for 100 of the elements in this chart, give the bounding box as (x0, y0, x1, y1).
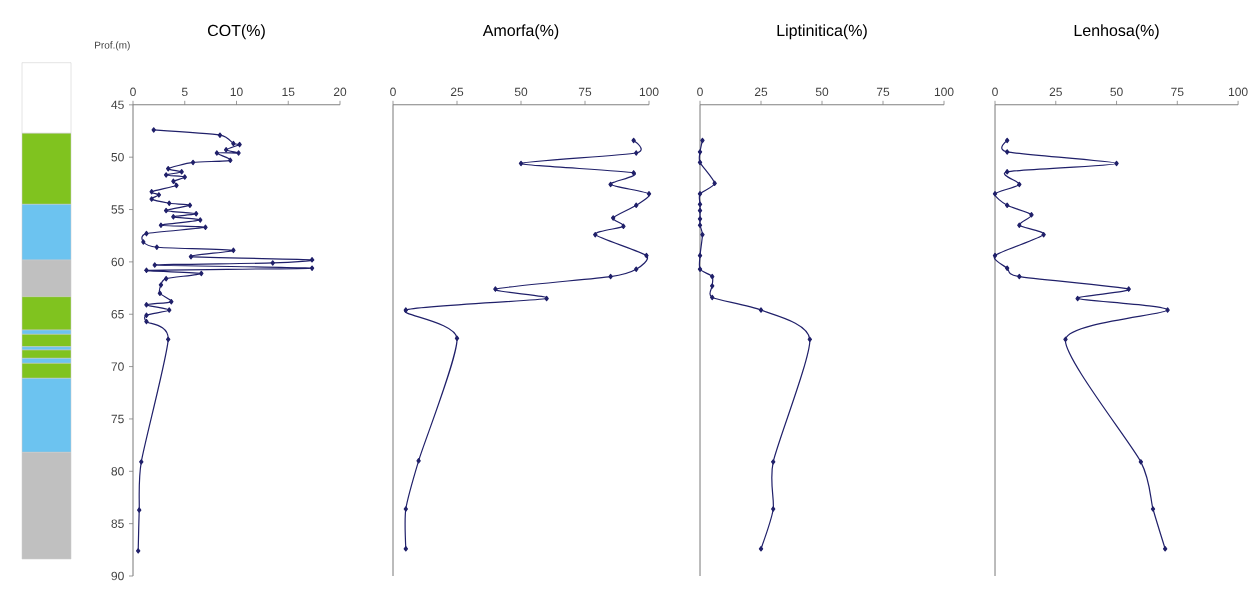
x-tick-label: 25 (754, 87, 768, 97)
point (228, 157, 233, 164)
x-tick-label: 50 (1110, 87, 1123, 97)
point (697, 159, 703, 166)
point (141, 239, 146, 245)
point (1138, 459, 1144, 465)
point (190, 159, 196, 166)
x-tick-label: 100 (639, 87, 659, 97)
point (631, 170, 636, 176)
y-tick-label: 50 (111, 152, 124, 162)
point (807, 336, 813, 343)
point (135, 548, 141, 554)
x-tick-label: 0 (697, 87, 703, 97)
point (149, 189, 154, 195)
point (610, 215, 616, 221)
x-tick-label: 50 (815, 87, 829, 97)
point (634, 150, 639, 156)
y-tick-label: 75 (111, 414, 124, 424)
point (697, 222, 703, 228)
point (771, 459, 776, 465)
point (1041, 231, 1046, 238)
point (193, 210, 199, 217)
point (167, 307, 172, 313)
point (137, 507, 142, 513)
y-tick-label: 55 (111, 205, 124, 214)
x-tick-label: 0 (130, 87, 136, 97)
point (158, 222, 164, 228)
point (1004, 149, 1010, 155)
point (700, 231, 705, 238)
y-tick-label: 70 (111, 362, 124, 371)
point (171, 178, 176, 184)
point (187, 202, 193, 209)
point (144, 267, 149, 273)
x-tick-label: 75 (578, 87, 592, 97)
point (1126, 286, 1131, 292)
point (700, 137, 705, 144)
point (174, 182, 179, 189)
point (179, 169, 184, 175)
point (1017, 181, 1022, 188)
point (144, 302, 149, 308)
point (697, 191, 703, 197)
point (157, 290, 163, 297)
point (710, 294, 715, 301)
x-tick-label: 0 (992, 87, 998, 97)
point (149, 196, 154, 202)
point (992, 191, 998, 197)
point (270, 260, 275, 266)
point (1029, 212, 1034, 218)
point (203, 224, 208, 231)
x-tick-label: 25 (450, 87, 464, 97)
y-tick-label: 60 (111, 257, 124, 267)
point (144, 312, 149, 319)
point (634, 266, 639, 272)
x-tick-label: 75 (876, 87, 890, 97)
point (214, 150, 220, 156)
point (223, 147, 229, 153)
chart-title: Amorfa(%) (482, 24, 559, 40)
point (697, 207, 703, 214)
point (163, 207, 169, 214)
point (608, 273, 613, 280)
point (697, 266, 703, 272)
x-tick-label: 15 (282, 87, 295, 97)
x-tick-label: 100 (1228, 87, 1248, 97)
point (608, 181, 613, 188)
point (1075, 295, 1080, 302)
point (712, 180, 717, 187)
point (188, 253, 194, 260)
x-tick-label: 20 (333, 87, 347, 97)
point (1004, 137, 1010, 144)
point (217, 132, 223, 138)
point (154, 244, 160, 250)
point (158, 282, 164, 288)
point (163, 172, 169, 178)
chart-title: COT(%) (207, 24, 265, 40)
y-tick-label: 90 (111, 571, 124, 581)
point (139, 459, 144, 465)
point (646, 191, 652, 197)
point (644, 252, 649, 259)
chart-title: Lenhosa(%) (1074, 24, 1159, 40)
x-tick-label: 50 (514, 87, 528, 97)
y-axis-title: Prof.(m) (95, 41, 130, 51)
point (544, 295, 549, 302)
point (992, 252, 998, 259)
point (493, 286, 498, 292)
point (634, 202, 639, 209)
point (593, 231, 598, 238)
point (403, 307, 409, 313)
point (1063, 336, 1068, 343)
point (165, 336, 171, 343)
point (309, 265, 315, 271)
point (518, 160, 524, 167)
point (171, 214, 176, 220)
point (710, 283, 715, 289)
point (1017, 222, 1022, 228)
point (697, 201, 703, 208)
x-tick-label: 75 (1171, 87, 1184, 97)
point (1165, 307, 1170, 313)
point (758, 546, 764, 552)
point (697, 216, 703, 222)
point (151, 127, 156, 133)
